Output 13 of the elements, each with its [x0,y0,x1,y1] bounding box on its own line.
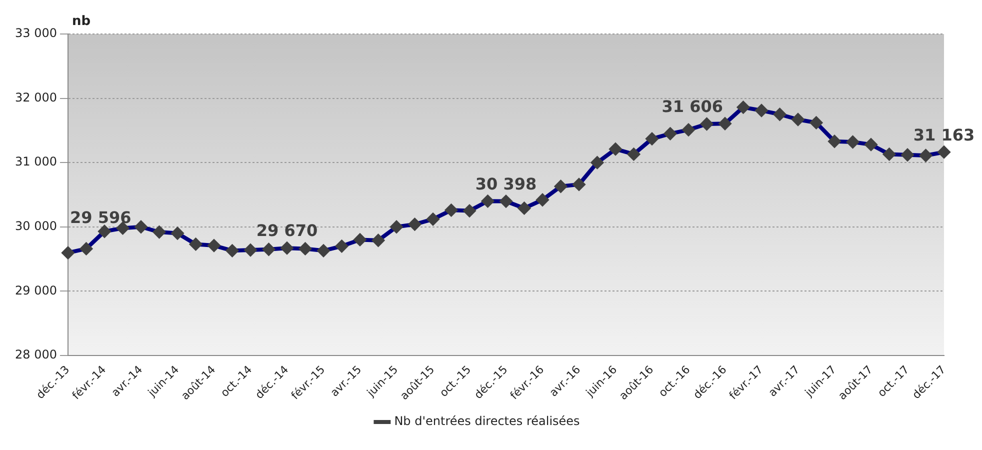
data-label: 31 163 [913,125,975,144]
data-label: 30 398 [475,174,537,194]
data-label: 29 670 [256,221,318,240]
y-tick-label: 33 000 [14,26,57,40]
y-tick-label: 30 000 [14,219,57,233]
y-tick-label: 29 000 [14,283,57,298]
legend-label: Nb d'entrées directes réalisées [394,414,580,428]
y-tick-label: 31 000 [14,154,57,169]
y-tick-label: 32 000 [14,90,57,104]
data-label: 29 596 [70,208,132,228]
y-tick-label: 28 000 [14,348,57,362]
data-label: 31 606 [662,96,723,116]
y-axis-title: nb [72,14,91,29]
